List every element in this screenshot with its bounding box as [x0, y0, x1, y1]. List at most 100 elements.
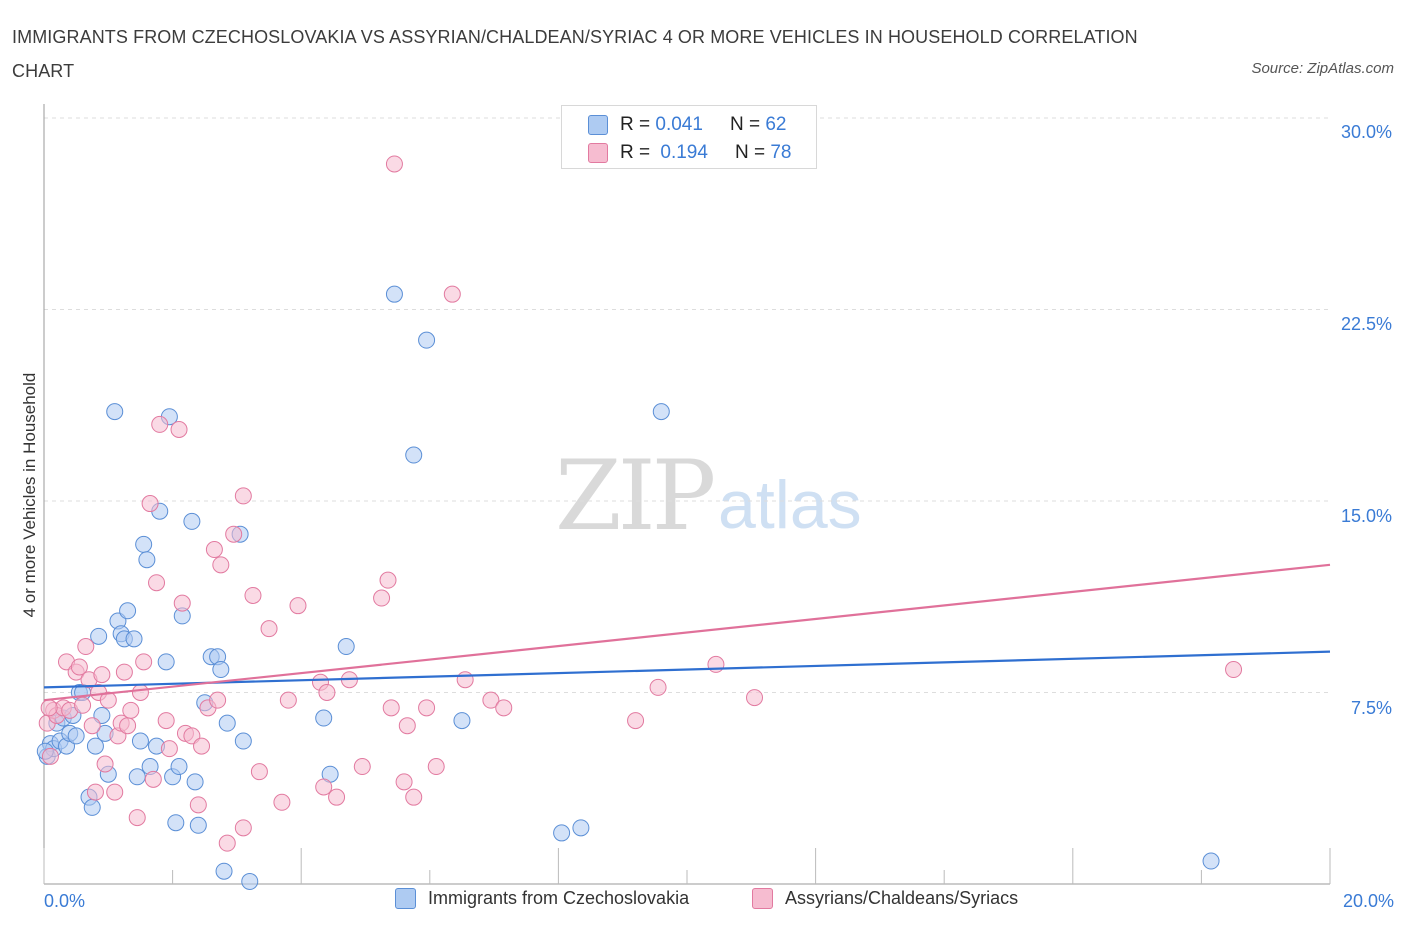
pink-data-point: [144, 770, 162, 788]
pink-data-point: [99, 691, 117, 709]
pink-data-point: [250, 763, 268, 781]
blue-data-point: [385, 285, 403, 303]
blue-data-point: [167, 814, 185, 832]
watermark-zip: ZIP: [555, 440, 716, 552]
blue-trend-line: [43, 650, 1331, 689]
pink-data-point: [405, 788, 423, 806]
pink-data-point: [318, 684, 336, 701]
blue-data-point: [138, 551, 156, 569]
pink-data-point: [418, 699, 436, 717]
blue-data-point: [170, 758, 188, 776]
watermark-atlas: atlas: [718, 467, 862, 543]
pink-data-point: [106, 783, 124, 801]
pink-data-point: [289, 597, 307, 615]
chart-title: IMMIGRANTS FROM CZECHOSLOVAKIA VS ASSYRI…: [12, 27, 1138, 81]
blue-data-point: [106, 403, 124, 421]
pink-data-point: [209, 691, 227, 709]
pink-data-point: [41, 747, 59, 765]
pink-data-point: [260, 620, 278, 638]
blue-data-point: [241, 872, 259, 890]
bottom-legend-label: Immigrants from Czechoslovakia: [428, 888, 690, 908]
legend-r-label: R =: [620, 114, 651, 135]
blue-data-point: [218, 714, 236, 732]
blue-data-point: [183, 512, 201, 530]
blue-data-point: [86, 737, 104, 755]
y-tick-label: 30.0%: [1340, 122, 1392, 142]
pink-data-point: [328, 788, 346, 806]
legend-swatch-blue: [588, 115, 608, 135]
pink-data-point: [353, 758, 371, 776]
pink-data-point: [119, 717, 137, 735]
blue-data-point: [128, 768, 146, 786]
pink-data-point: [160, 740, 178, 758]
pink-data-point: [170, 421, 188, 439]
bottom-legend-pink: Assyrians/Chaldeans/Syriacs: [752, 888, 1018, 909]
pink-data-point: [151, 415, 169, 433]
pink-data-point: [279, 691, 297, 709]
pink-data-point: [456, 671, 474, 689]
pink-data-point: [443, 285, 461, 303]
y-tick-label: 22.5%: [1340, 314, 1392, 334]
pink-data-point: [77, 638, 95, 656]
blue-data-point: [405, 446, 423, 464]
pink-data-point: [482, 691, 500, 709]
blue-data-point: [215, 862, 233, 880]
pink-data-point: [1225, 661, 1243, 679]
blue-data-point: [125, 630, 143, 648]
pink-trend-line: [43, 563, 1331, 702]
blue-data-point: [135, 535, 153, 553]
pink-data-point: [225, 525, 243, 543]
blue-data-point: [315, 709, 333, 727]
pink-data-point: [205, 541, 223, 559]
pink-data-point: [379, 571, 397, 589]
legend-r-label: R =: [620, 142, 651, 163]
blue-data-point: [119, 602, 137, 620]
blue-data-point: [453, 712, 471, 730]
bottom-legend-label: Assyrians/Chaldeans/Syriacs: [785, 888, 1019, 908]
pink-data-point: [83, 717, 101, 735]
pink-data-point: [373, 589, 391, 607]
legend-r-value: 0.194: [660, 142, 708, 163]
pink-data-point: [157, 712, 175, 730]
legend-r-value: 0.041: [655, 114, 703, 135]
legend-n-value: 78: [770, 142, 792, 163]
pink-data-point: [93, 666, 111, 684]
pink-data-point: [135, 653, 153, 671]
blue-data-point: [186, 773, 204, 791]
pink-data-point: [382, 699, 400, 717]
legend-row-blue: R = 0.041 N = 62: [588, 113, 786, 137]
legend-n-label: N =: [729, 114, 761, 135]
pink-data-point: [273, 793, 291, 811]
pink-data-point: [122, 701, 140, 719]
x-tick-label: 0.0%: [44, 891, 86, 911]
pink-data-point: [96, 755, 114, 773]
blue-data-point: [572, 819, 590, 837]
bottom-legend-swatch-pink: [752, 888, 773, 909]
pink-data-point: [115, 663, 133, 681]
pink-data-point: [427, 758, 445, 776]
blue-data-point: [131, 732, 149, 750]
pink-data-point: [234, 487, 252, 505]
pink-data-point: [148, 574, 166, 592]
pink-data-point: [385, 155, 403, 173]
bottom-legend-blue: Immigrants from Czechoslovakia: [395, 888, 689, 909]
pink-data-point: [128, 809, 146, 827]
pink-data-point: [398, 717, 416, 735]
pink-data-point: [212, 556, 230, 574]
blue-data-point: [234, 732, 252, 750]
pink-data-point: [189, 796, 207, 814]
pink-data-point: [193, 737, 211, 755]
pink-data-point: [395, 773, 413, 791]
pink-data-point: [244, 586, 262, 604]
blue-data-point: [652, 403, 670, 421]
pink-data-point: [131, 684, 149, 701]
pink-data-point: [218, 834, 236, 852]
pink-data-point: [495, 699, 513, 717]
blue-data-point: [212, 661, 230, 679]
bottom-legend-swatch-blue: [395, 888, 416, 909]
blue-data-point: [90, 627, 108, 645]
pink-data-point: [74, 696, 92, 714]
pink-data-point: [141, 495, 159, 513]
pink-data-point: [70, 658, 88, 676]
blue-data-point: [67, 727, 85, 745]
